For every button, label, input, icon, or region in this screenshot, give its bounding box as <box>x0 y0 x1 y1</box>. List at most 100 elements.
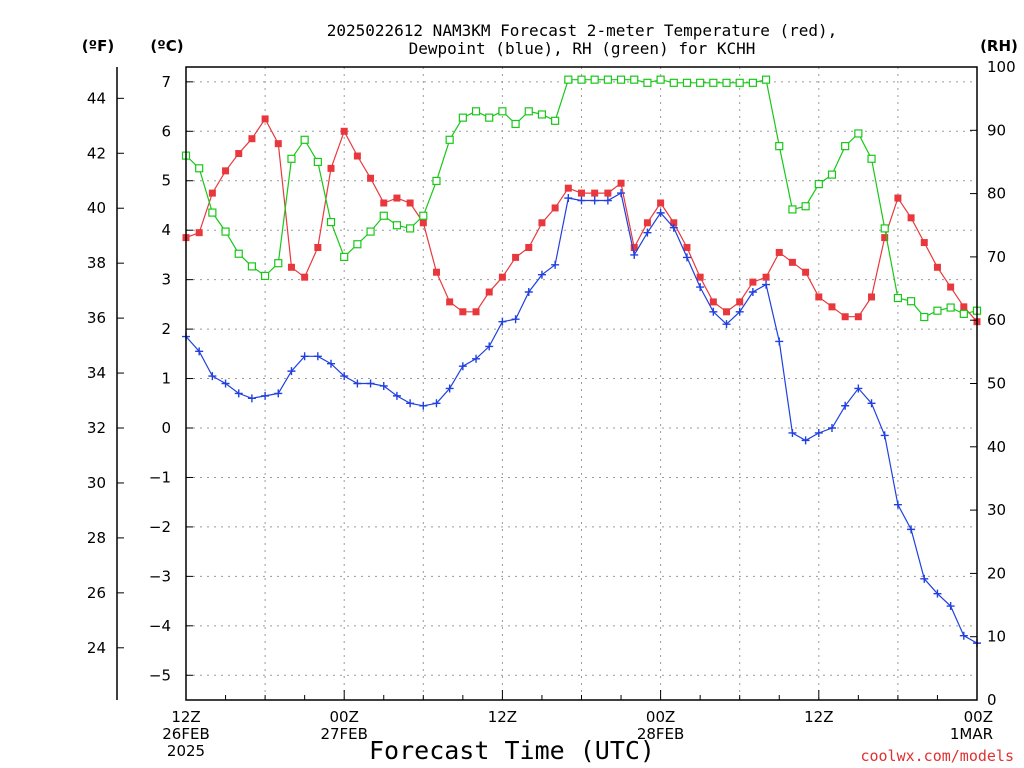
rh-point <box>906 297 916 306</box>
dewpoint-point <box>485 342 494 351</box>
x-tick-label: 12Z <box>488 708 517 726</box>
rh-tick-label: 80 <box>987 185 1006 203</box>
rh-point <box>775 142 784 151</box>
dewpoint-point <box>366 379 375 388</box>
rh-point <box>419 211 428 220</box>
temperature-point <box>657 199 665 207</box>
rh-point <box>379 211 388 220</box>
dewpoint-point <box>801 436 810 445</box>
rh-tick-label: 60 <box>987 311 1006 329</box>
dewpoint-point <box>814 428 823 437</box>
celsius-tick-label: 6 <box>161 122 171 140</box>
x-tick-label: 26FEB <box>162 725 209 743</box>
dewpoint-point <box>827 424 836 433</box>
temperature-point <box>960 303 968 311</box>
rh-point <box>788 205 797 214</box>
dewpoint-point <box>419 401 428 410</box>
rh-series <box>181 75 982 322</box>
temperature-point <box>881 234 889 242</box>
rh-point <box>761 75 771 84</box>
rh-point <box>195 164 204 173</box>
celsius-unit-label: (ºC) <box>150 37 183 55</box>
dewpoint-point <box>669 223 678 232</box>
dewpoint-point <box>274 389 283 398</box>
rh-point <box>300 135 309 144</box>
dewpoint-point <box>300 352 309 361</box>
dewpoint-point <box>287 367 296 376</box>
rh-tick-label: 20 <box>987 564 1006 582</box>
dewpoint-point <box>458 362 467 371</box>
rh-point <box>524 107 533 116</box>
rh-tick-label: 50 <box>987 375 1006 393</box>
fahrenheit-tick-label: 42 <box>87 144 106 162</box>
celsius-tick-label: −2 <box>149 518 171 536</box>
x-tick-label: 2025 <box>167 742 205 760</box>
dewpoint-point <box>195 347 204 356</box>
series-layer <box>181 75 982 648</box>
celsius-tick-label: −1 <box>149 468 171 486</box>
fahrenheit-tick-label: 32 <box>87 419 106 437</box>
dewpoint-point <box>907 525 916 534</box>
temperature-point <box>353 152 361 160</box>
credit-text: coolwx.com/models <box>860 747 1014 765</box>
dewpoint-point <box>379 381 388 390</box>
rh-point <box>827 170 837 179</box>
dewpoint-point <box>656 208 665 217</box>
temperature-point <box>340 127 348 135</box>
temperature-point <box>591 189 599 197</box>
temperature-point <box>222 167 230 175</box>
celsius-tick-label: 3 <box>161 271 171 289</box>
dewpoint-point <box>933 589 942 598</box>
rh-point <box>735 78 744 87</box>
rh-point <box>748 78 757 87</box>
temperature-point <box>472 308 480 316</box>
grid <box>185 67 978 700</box>
dewpoint-point <box>551 260 560 269</box>
temperature-point <box>432 268 440 276</box>
rh-point <box>643 78 652 87</box>
rh-point <box>669 78 678 87</box>
dewpoint-point <box>445 384 454 393</box>
dewpoint-point <box>682 253 691 262</box>
rh-point <box>814 180 823 189</box>
rh-point <box>471 107 481 116</box>
temperature-point <box>578 189 585 197</box>
temperature-point <box>604 189 612 197</box>
fahrenheit-tick-label: 26 <box>87 584 106 602</box>
rh-point <box>406 224 415 233</box>
dewpoint-point <box>617 189 626 198</box>
temperature-point <box>459 308 467 316</box>
dewpoint-point <box>498 317 507 326</box>
title-line-2: Dewpoint (blue), RH (green) for KCHH <box>409 39 756 58</box>
rh-point <box>247 262 257 271</box>
dewpoint-point <box>696 283 705 292</box>
temperature-point <box>643 219 651 227</box>
dewpoint-point <box>709 307 718 316</box>
x-tick-label: 12Z <box>804 708 833 726</box>
temperature-point <box>749 278 757 286</box>
fahrenheit-tick-label: 40 <box>87 199 106 217</box>
x-tick-label: 27FEB <box>320 725 367 743</box>
temperature-point <box>208 189 216 197</box>
celsius-tick-label: 0 <box>161 419 171 437</box>
rh-point <box>261 271 270 280</box>
temperature-point <box>683 244 691 252</box>
rh-point <box>313 157 322 167</box>
axes: −5−4−3−2−10123456712Z26FEB202500Z27FEB12… <box>87 58 1016 760</box>
temperature-point <box>419 219 427 227</box>
temperature-point <box>920 239 928 247</box>
temperature-point <box>868 293 876 301</box>
dewpoint-point <box>247 394 256 403</box>
rh-point <box>696 78 705 87</box>
temperature-point <box>512 253 520 261</box>
fahrenheit-tick-label: 44 <box>87 89 106 107</box>
dewpoint-point <box>261 391 270 400</box>
celsius-tick-label: 2 <box>161 320 171 338</box>
chart-title: 2025022612 NAM3KM Forecast 2-meter Tempe… <box>327 21 838 58</box>
temperature-point <box>235 150 243 158</box>
celsius-tick-label: −5 <box>149 666 171 684</box>
x-tick-label: 28FEB <box>637 725 684 743</box>
rh-point <box>867 154 876 163</box>
x-tick-label: 12Z <box>171 708 200 726</box>
temperature-point <box>248 135 256 143</box>
